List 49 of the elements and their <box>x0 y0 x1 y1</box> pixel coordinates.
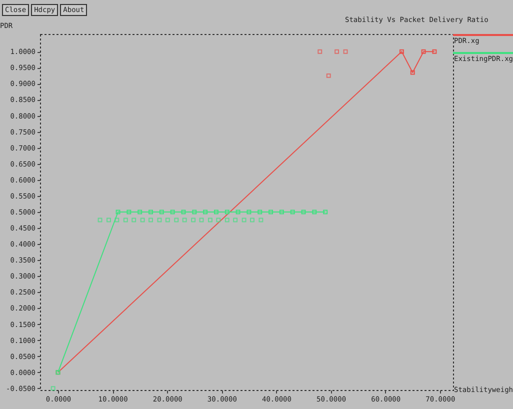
point <box>268 210 274 214</box>
point <box>290 210 295 214</box>
point <box>250 218 254 222</box>
point <box>214 210 218 214</box>
point <box>138 210 142 214</box>
point <box>236 210 240 214</box>
point <box>421 49 426 54</box>
point <box>216 218 221 222</box>
point <box>148 210 153 214</box>
point <box>399 49 404 54</box>
point <box>208 218 212 222</box>
point <box>343 49 348 54</box>
point <box>148 218 153 222</box>
point <box>224 210 230 214</box>
point <box>318 49 322 54</box>
point <box>312 210 317 214</box>
point <box>242 218 246 222</box>
point <box>410 70 415 75</box>
point <box>323 210 328 214</box>
point <box>233 218 238 222</box>
point <box>279 210 284 214</box>
point <box>326 73 331 78</box>
point <box>432 49 437 54</box>
point <box>126 210 132 214</box>
point <box>181 210 186 214</box>
point <box>114 218 120 222</box>
point <box>50 386 56 391</box>
point <box>116 210 120 214</box>
point <box>258 210 262 214</box>
point <box>192 210 197 214</box>
point <box>199 218 204 222</box>
point <box>132 218 136 222</box>
point <box>334 49 340 54</box>
point <box>182 218 187 222</box>
point <box>170 210 175 214</box>
point <box>106 218 111 222</box>
point <box>191 218 196 222</box>
point <box>301 210 306 214</box>
point <box>165 218 170 222</box>
point <box>246 210 252 214</box>
point <box>258 218 264 222</box>
point <box>140 218 145 222</box>
point <box>159 210 164 214</box>
point <box>98 218 102 222</box>
point <box>123 218 128 222</box>
point <box>157 218 162 222</box>
point <box>224 218 230 222</box>
point <box>174 218 179 222</box>
point <box>203 210 208 214</box>
